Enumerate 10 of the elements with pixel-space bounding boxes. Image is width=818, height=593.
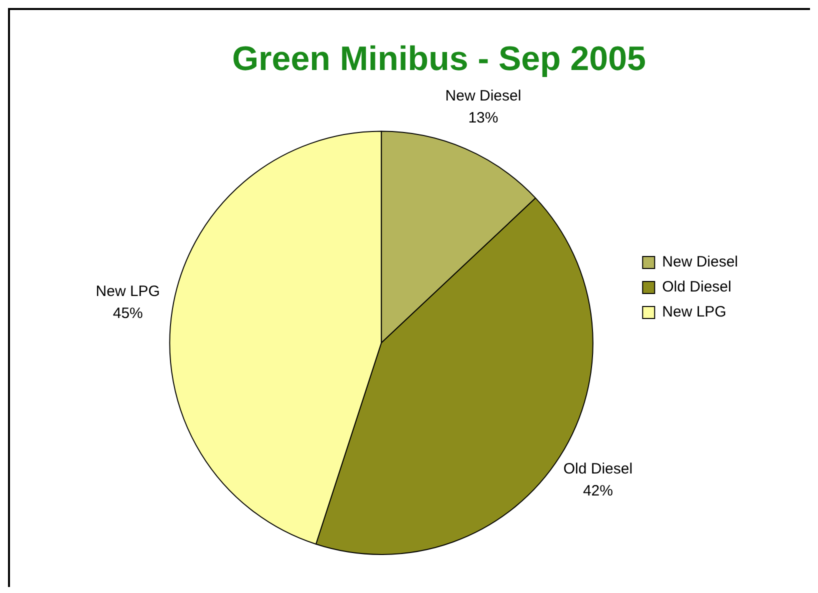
data-label: 42% — [582, 482, 613, 500]
slice-label: Old Diesel — [563, 460, 633, 478]
chart-title: Green Minibus - Sep 2005 — [232, 40, 646, 78]
legend-label: New LPG — [662, 304, 726, 321]
slice-label: New LPG — [96, 282, 160, 300]
slice-label: New Diesel — [445, 88, 522, 105]
data-label: 13% — [468, 110, 498, 127]
legend-label: Old Diesel — [662, 278, 732, 296]
legend-label: New Diesel — [662, 254, 738, 271]
data-label: 45% — [112, 304, 143, 322]
